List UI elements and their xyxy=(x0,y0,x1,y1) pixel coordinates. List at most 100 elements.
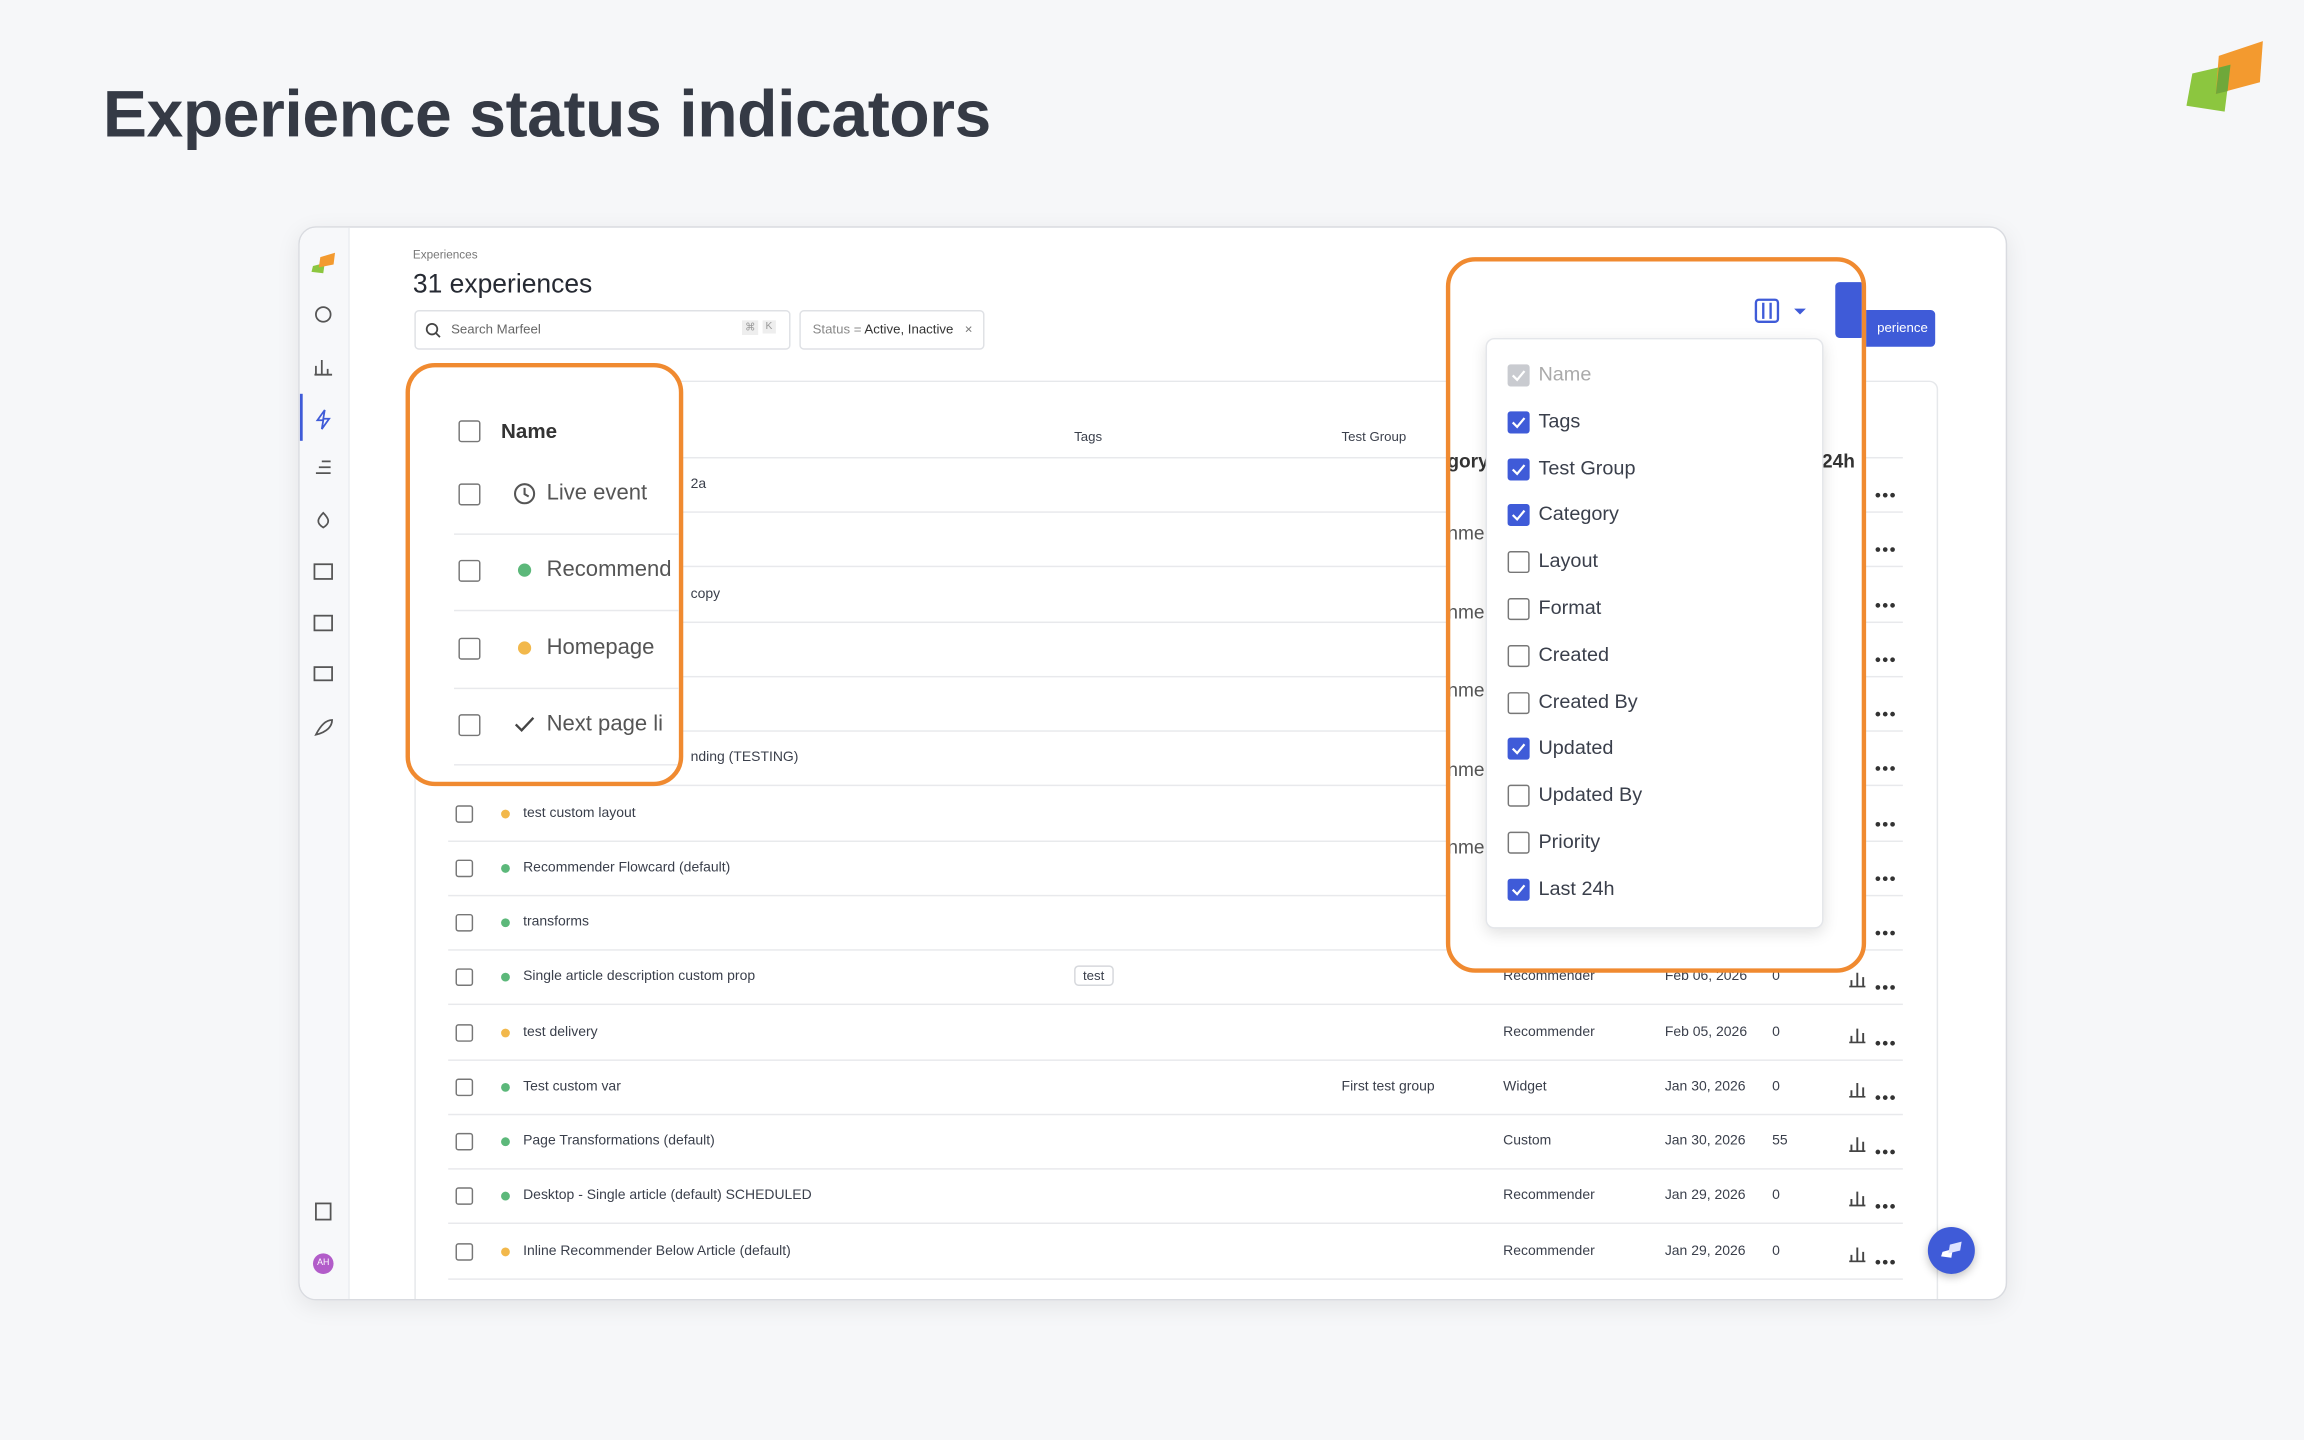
row-menu[interactable] xyxy=(1875,864,1896,881)
search-box[interactable]: Search Marfeel ⌘ K xyxy=(414,310,791,350)
row-divider xyxy=(454,610,679,612)
breadcrumb[interactable]: Experiences xyxy=(412,248,478,262)
row-checkbox[interactable] xyxy=(455,859,474,877)
row-checkbox[interactable] xyxy=(458,483,481,506)
columns-toggle[interactable] xyxy=(1753,298,1812,324)
experience-name[interactable]: Test custom var xyxy=(523,1078,621,1095)
column-checkbox[interactable] xyxy=(1507,691,1530,714)
experience-name[interactable]: Single article description custom prop xyxy=(523,968,756,985)
column-checkbox[interactable] xyxy=(1507,411,1530,434)
row-checkbox[interactable] xyxy=(458,637,481,660)
column-checkbox[interactable] xyxy=(1507,784,1530,807)
column-checkbox[interactable] xyxy=(1507,551,1530,574)
row-checkbox[interactable] xyxy=(455,1242,474,1261)
row-divider xyxy=(454,763,679,766)
stats-icon[interactable] xyxy=(1848,1133,1866,1153)
row-divider xyxy=(448,1222,1903,1225)
row-checkbox[interactable] xyxy=(455,1023,474,1042)
row-menu[interactable] xyxy=(1875,590,1896,608)
experience-name[interactable]: Desktop - Single article (default) SCHED… xyxy=(523,1187,812,1204)
row-menu[interactable] xyxy=(1875,809,1896,826)
experience-name[interactable]: transforms xyxy=(523,913,590,931)
test-group: First test group xyxy=(1341,1078,1435,1095)
status-icon xyxy=(513,636,537,660)
row-menu[interactable] xyxy=(1875,699,1896,717)
experience-name[interactable]: Inline Recommender Below Article (defaul… xyxy=(523,1242,791,1259)
category: Recommender xyxy=(1503,1187,1595,1204)
experience-name[interactable]: Recommender Flowcard (default) xyxy=(523,859,731,876)
status-filter[interactable]: Status = Active, Inactive × xyxy=(799,310,985,350)
stats-icon[interactable] xyxy=(1848,969,1866,989)
status-dot xyxy=(501,1137,510,1147)
chat-logo xyxy=(1941,1241,1962,1258)
column-label[interactable]: Updated xyxy=(1538,736,1614,759)
column-label[interactable]: Test Group xyxy=(1538,456,1636,479)
new-experience-button[interactable]: perience xyxy=(1866,310,1936,347)
row-checkbox[interactable] xyxy=(455,1132,474,1151)
row-divider xyxy=(448,1113,1903,1115)
column-checkbox[interactable] xyxy=(1507,831,1530,854)
row-checkbox[interactable] xyxy=(455,1078,474,1096)
row-menu[interactable] xyxy=(1875,535,1896,553)
column-checkbox[interactable] xyxy=(1507,504,1530,527)
row-menu[interactable] xyxy=(1875,1083,1896,1100)
experience-name[interactable]: test custom layout xyxy=(523,804,636,821)
row-checkbox[interactable] xyxy=(455,913,474,932)
filter-clear[interactable]: × xyxy=(964,321,973,337)
column-label[interactable]: Format xyxy=(1538,596,1602,619)
row-menu[interactable] xyxy=(1875,1192,1896,1210)
column-label[interactable]: Updated By xyxy=(1538,783,1643,806)
row-menu[interactable] xyxy=(1875,1247,1896,1264)
header-divider xyxy=(448,456,1903,459)
status-dot xyxy=(501,1192,510,1201)
tag-chip: test xyxy=(1074,965,1114,987)
row-menu[interactable] xyxy=(1875,754,1896,772)
stats-icon[interactable] xyxy=(1848,1078,1866,1098)
status-label: Live event xyxy=(546,480,648,506)
experience-name[interactable]: copy xyxy=(690,585,721,602)
column-checkbox[interactable] xyxy=(1507,738,1530,761)
column-label[interactable]: Created By xyxy=(1538,690,1638,713)
row-menu[interactable] xyxy=(1875,480,1896,498)
row-checkbox[interactable] xyxy=(458,560,481,583)
column-label[interactable]: Created xyxy=(1538,643,1610,666)
stats-icon[interactable] xyxy=(1848,1242,1866,1262)
stats-icon[interactable] xyxy=(1848,1188,1866,1207)
select-all-checkbox[interactable] xyxy=(458,420,481,443)
column-header[interactable]: Tags xyxy=(1074,429,1103,444)
row-menu[interactable] xyxy=(1875,1137,1896,1155)
row-menu[interactable] xyxy=(1875,973,1896,991)
column-label[interactable]: Layout xyxy=(1538,549,1599,572)
column-label[interactable]: Category xyxy=(1538,503,1619,526)
filter-label: Status = xyxy=(812,321,862,337)
row-menu[interactable] xyxy=(1875,918,1896,936)
help-chat-button[interactable] xyxy=(1927,1226,1975,1274)
button-edge[interactable] xyxy=(1835,282,1862,338)
row-menu[interactable] xyxy=(1875,645,1896,662)
experience-name[interactable]: nding (TESTING) xyxy=(690,749,799,766)
experience-name[interactable]: Page Transformations (default) xyxy=(523,1132,715,1150)
row-checkbox[interactable] xyxy=(458,713,481,737)
column-label[interactable]: Last 24h xyxy=(1538,876,1615,899)
column-header[interactable]: Test Group xyxy=(1341,429,1407,444)
column-checkbox[interactable] xyxy=(1507,457,1530,480)
stats-icon[interactable] xyxy=(1848,1023,1866,1043)
row-divider xyxy=(448,1277,1903,1280)
status-dot xyxy=(501,973,510,982)
column-checkbox[interactable] xyxy=(1507,598,1530,621)
last-24h: 0 xyxy=(1772,1242,1780,1259)
column-label[interactable]: Priority xyxy=(1538,830,1601,853)
column-checkbox[interactable] xyxy=(1507,644,1530,667)
row-checkbox[interactable] xyxy=(455,1187,474,1206)
column-label[interactable]: Tags xyxy=(1538,409,1581,432)
column-checkbox[interactable] xyxy=(1507,878,1530,901)
row-divider xyxy=(448,675,1903,678)
row-divider xyxy=(448,620,1903,623)
row-checkbox[interactable] xyxy=(455,804,474,823)
experience-name[interactable]: 2a xyxy=(690,476,707,493)
experience-name[interactable]: test delivery xyxy=(523,1023,598,1040)
row-divider xyxy=(448,730,1903,732)
status-dot xyxy=(501,1027,510,1037)
row-menu[interactable] xyxy=(1875,1028,1896,1045)
row-checkbox[interactable] xyxy=(455,968,474,987)
